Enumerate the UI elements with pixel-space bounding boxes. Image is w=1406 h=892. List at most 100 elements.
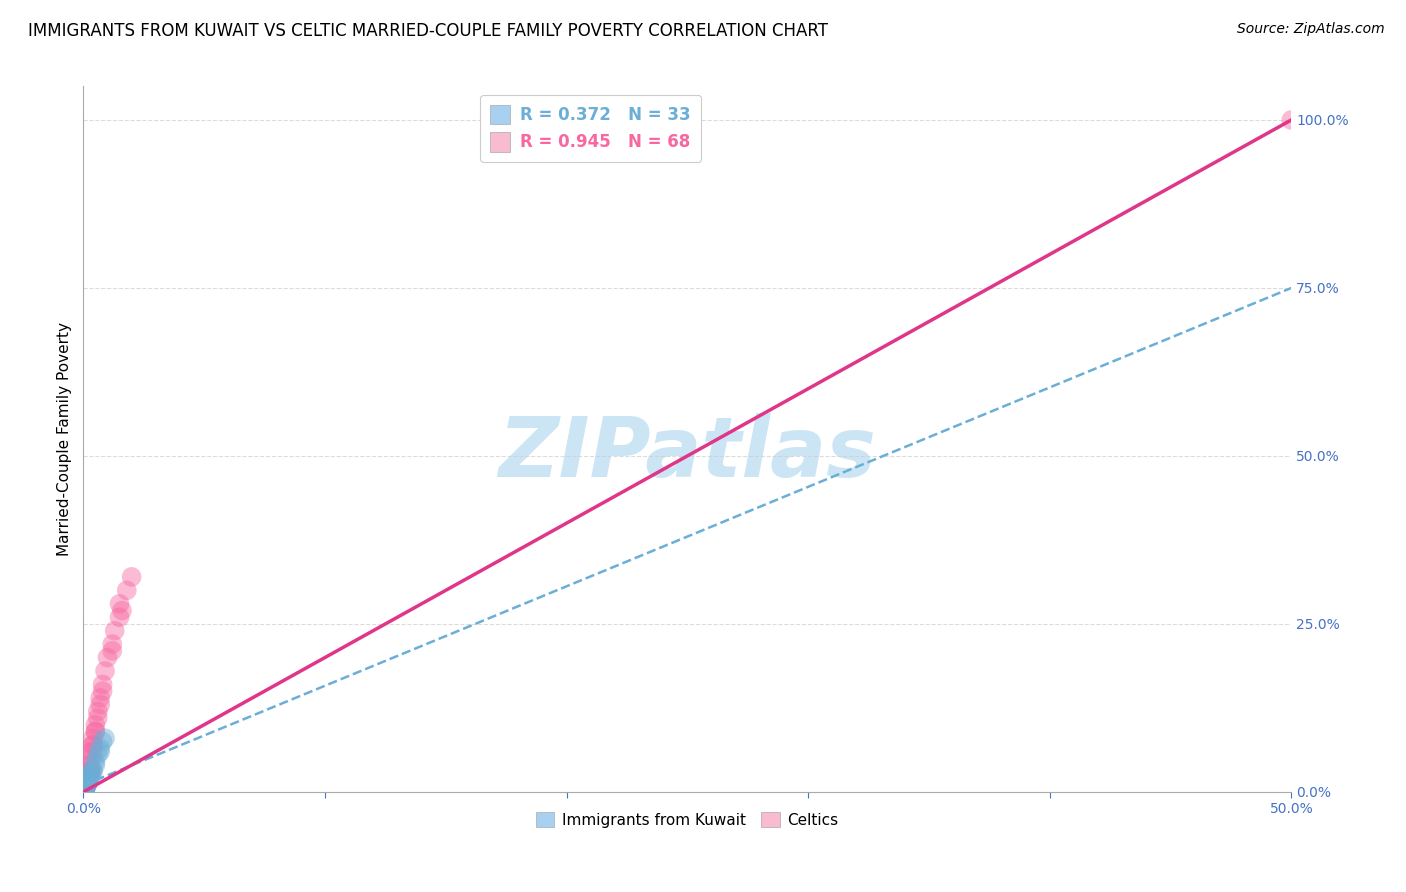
Point <box>79 764 101 779</box>
Point <box>77 775 100 789</box>
Point <box>73 783 96 797</box>
Point <box>75 781 97 796</box>
Point <box>75 775 97 789</box>
Point <box>77 774 100 789</box>
Point <box>75 781 97 796</box>
Point <box>115 583 138 598</box>
Point <box>75 778 97 792</box>
Point <box>101 644 124 658</box>
Point <box>77 774 100 789</box>
Point <box>101 637 124 651</box>
Point <box>77 772 100 787</box>
Point <box>121 570 143 584</box>
Point <box>75 778 97 792</box>
Point <box>75 780 97 794</box>
Point <box>73 781 96 796</box>
Point <box>75 777 97 791</box>
Point <box>82 738 104 752</box>
Point <box>75 780 97 794</box>
Point <box>77 776 100 790</box>
Point <box>77 772 100 786</box>
Point <box>82 745 104 759</box>
Text: IMMIGRANTS FROM KUWAIT VS CELTIC MARRIED-COUPLE FAMILY POVERTY CORRELATION CHART: IMMIGRANTS FROM KUWAIT VS CELTIC MARRIED… <box>28 22 828 40</box>
Point <box>75 780 97 795</box>
Text: ZIPatlas: ZIPatlas <box>498 413 876 494</box>
Point <box>108 610 131 624</box>
Point <box>75 778 97 792</box>
Point <box>75 780 97 794</box>
Point <box>73 783 96 797</box>
Point <box>79 764 101 778</box>
Point <box>84 724 107 739</box>
Point <box>75 780 97 794</box>
Point <box>75 778 97 792</box>
Point <box>75 780 97 795</box>
Point <box>77 772 100 787</box>
Point <box>75 780 97 794</box>
Point <box>84 758 107 772</box>
Point <box>91 684 114 698</box>
Point <box>79 768 101 782</box>
Point <box>77 775 100 789</box>
Point <box>79 751 101 765</box>
Point <box>89 745 111 759</box>
Point <box>84 724 107 739</box>
Point <box>82 731 104 746</box>
Point <box>73 783 96 797</box>
Point <box>84 718 107 732</box>
Y-axis label: Married-Couple Family Poverty: Married-Couple Family Poverty <box>58 322 72 556</box>
Point <box>73 783 96 797</box>
Point <box>87 711 110 725</box>
Point <box>94 731 117 746</box>
Point <box>104 624 127 638</box>
Point <box>79 766 101 780</box>
Point <box>77 770 100 784</box>
Point <box>73 783 96 797</box>
Point <box>77 772 100 787</box>
Point <box>75 780 97 794</box>
Point <box>77 775 100 789</box>
Point <box>77 770 100 784</box>
Point <box>1279 112 1302 127</box>
Point <box>75 781 97 796</box>
Point <box>91 734 114 748</box>
Point <box>77 772 100 786</box>
Text: Source: ZipAtlas.com: Source: ZipAtlas.com <box>1237 22 1385 37</box>
Point <box>75 781 97 796</box>
Point <box>77 775 100 789</box>
Point <box>89 698 111 712</box>
Point <box>76 777 98 791</box>
Point <box>77 758 100 772</box>
Point <box>96 650 118 665</box>
Point <box>82 738 104 752</box>
Point <box>77 772 100 787</box>
Point <box>94 664 117 678</box>
Point <box>79 758 101 772</box>
Point <box>77 772 100 786</box>
Point <box>87 747 110 762</box>
Point <box>75 778 97 792</box>
Point <box>75 780 97 794</box>
Point <box>75 778 97 792</box>
Point <box>79 766 101 780</box>
Point <box>75 780 97 794</box>
Point <box>79 770 101 784</box>
Point <box>91 677 114 691</box>
Point <box>77 775 100 789</box>
Point <box>73 781 96 796</box>
Point <box>82 764 104 778</box>
Point <box>108 597 131 611</box>
Point <box>75 780 97 795</box>
Point <box>75 780 97 795</box>
Point <box>75 781 97 796</box>
Legend: Immigrants from Kuwait, Celtics: Immigrants from Kuwait, Celtics <box>530 805 845 834</box>
Point <box>75 782 97 797</box>
Point <box>89 741 111 756</box>
Point <box>79 745 101 759</box>
Point <box>84 755 107 769</box>
Point <box>82 764 104 779</box>
Point <box>79 764 101 779</box>
Point <box>76 772 98 786</box>
Point <box>111 603 134 617</box>
Point <box>77 772 100 786</box>
